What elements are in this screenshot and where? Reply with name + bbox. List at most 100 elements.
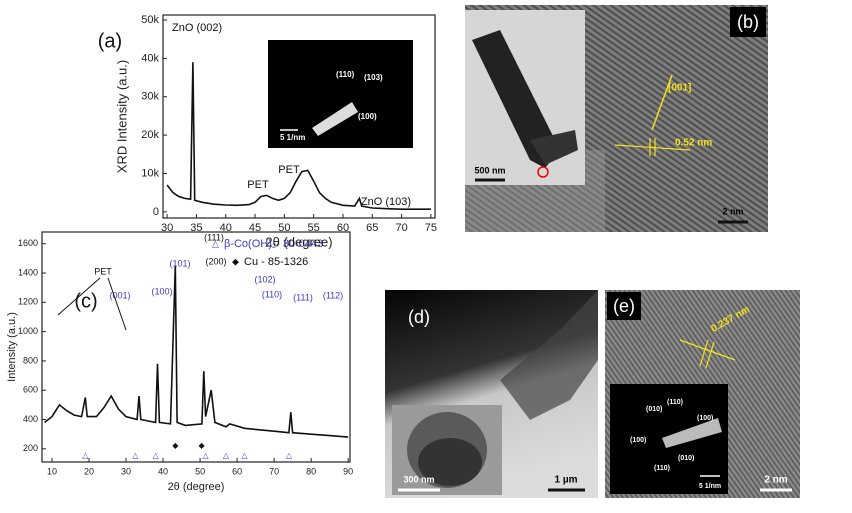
x-tick-label: 30 xyxy=(121,466,131,476)
annotation: PET xyxy=(247,179,269,191)
tem-panel-e: (e) 0.237 nm (010) (110) (100) (100) (11… xyxy=(605,290,800,498)
peak-marker: △ xyxy=(203,451,210,460)
spacing-tick xyxy=(699,339,709,367)
x-tick-label: 20 xyxy=(84,466,94,476)
direction-label: [001] xyxy=(668,83,691,94)
annotation-arrow xyxy=(57,277,101,316)
beam-stop xyxy=(662,418,722,448)
peak-marker: △ xyxy=(153,451,160,460)
particle-edge xyxy=(500,290,598,420)
y-tick-label: 600 xyxy=(23,385,38,395)
y-tick-label: 40k xyxy=(141,52,159,64)
plot-frame xyxy=(41,231,351,463)
y-tick-label: 800 xyxy=(23,355,38,365)
x-tick-label: 40 xyxy=(158,466,168,476)
particle-core xyxy=(418,438,482,486)
x-tick-label: 80 xyxy=(306,466,316,476)
peak-marker: ◆ xyxy=(172,441,179,450)
y-tick-label: 400 xyxy=(23,414,38,424)
saed-label: (100) xyxy=(697,415,713,422)
saed-label: (100) xyxy=(630,437,646,444)
panel-label: (b) xyxy=(737,12,759,32)
tem-panel-b: 500 nm (b) [001] 0.52 nm 2 nm xyxy=(465,5,768,232)
x-tick-label: 65 xyxy=(366,222,378,234)
y-tick-label: 1400 xyxy=(18,267,38,277)
spacing-tick xyxy=(705,341,715,369)
plot-frame xyxy=(162,14,436,219)
saed-inset xyxy=(268,40,413,148)
peak-marker: △ xyxy=(286,451,293,460)
x-tick-label: 55 xyxy=(308,222,320,234)
label-box xyxy=(730,7,766,37)
chart: 200 400 600 800 1000 1200 1400 1600 10 20 30 40 50 60… xyxy=(6,231,353,493)
x-tick-label: 50 xyxy=(195,466,205,476)
legend-label: Cu - 85-1326 xyxy=(244,256,308,268)
legend-label: β-Co(OH)₂- 30-0443 xyxy=(224,238,323,250)
label-box xyxy=(607,292,641,320)
scale-label: 1 µm xyxy=(555,475,578,486)
annotation: (101) xyxy=(169,258,190,268)
y-tick-label: 1000 xyxy=(18,326,38,336)
y-tick-label: 0 xyxy=(153,206,159,218)
scale-label: 300 nm xyxy=(403,474,434,484)
y-tick-label: 10k xyxy=(141,167,159,179)
annotation-arrow xyxy=(107,277,127,331)
peak-marker: △ xyxy=(132,451,139,460)
x-tick-label: 10 xyxy=(47,466,57,476)
scale-label: 5 1/nm xyxy=(280,133,305,142)
x-axis-label: 2θ (degree) xyxy=(265,234,332,249)
annotation: PET xyxy=(278,164,300,176)
y-tick-label: 1200 xyxy=(18,297,38,307)
annotation: (100) xyxy=(151,286,172,296)
annotation: (102) xyxy=(254,274,275,284)
saed-label: (010) xyxy=(646,406,662,413)
peak-marker: △ xyxy=(82,451,89,460)
y-tick-label: 1600 xyxy=(18,238,38,248)
saed-label: (110) xyxy=(654,465,670,472)
panel-label: (c) xyxy=(74,290,97,312)
annotation: PET xyxy=(94,266,112,276)
direction-arrow xyxy=(651,74,673,131)
scale-label: 5 1/nm xyxy=(699,483,721,490)
x-tick-label: 40 xyxy=(220,222,232,234)
x-tick-label: 70 xyxy=(395,222,407,234)
saed-label: (103) xyxy=(364,73,383,82)
annotation: (112) xyxy=(323,290,343,300)
saed-label: (010) xyxy=(678,455,694,462)
chart: 0 10k 20k 30k 40k 50k 30 35 40 45 50 55 60 65 70 75 2θ (… xyxy=(98,14,437,250)
peak-marker: ◆ xyxy=(198,441,205,450)
y-tick-label: 20k xyxy=(141,129,159,141)
y-axis-label: Intensity (a.u.) xyxy=(6,312,18,382)
annotation: ZnO (103) xyxy=(361,196,411,208)
annotation: (110) xyxy=(262,289,282,299)
x-tick-label: 75 xyxy=(425,222,437,234)
x-tick-label: 35 xyxy=(190,222,202,234)
x-axis-label: 2θ (degree) xyxy=(168,481,225,493)
x-tick-label: 90 xyxy=(343,466,353,476)
y-axis-label: XRD Intensity (a.u.) xyxy=(114,60,129,173)
y-tick-label: 200 xyxy=(23,443,38,453)
annotation: ZnO (002) xyxy=(172,22,222,34)
annotation: (001) xyxy=(109,290,130,300)
x-tick-label: 70 xyxy=(269,466,279,476)
peak-marker: △ xyxy=(241,451,248,460)
xrd-curve xyxy=(44,265,349,438)
nanorod xyxy=(472,30,560,168)
spacing-line xyxy=(614,144,691,151)
nanorod xyxy=(530,130,578,165)
saed-label: (110) xyxy=(667,399,683,406)
annotation: (111) xyxy=(293,292,313,302)
x-tick-label: 50 xyxy=(278,222,290,234)
highlight-circle xyxy=(537,166,549,178)
legend-symbol: △ xyxy=(212,238,219,248)
y-tick-label: 50k xyxy=(141,14,159,26)
panel-label: (d) xyxy=(408,307,430,327)
panel-label: (a) xyxy=(98,30,122,52)
legend-symbol: ◆ xyxy=(232,256,239,266)
peak-marker: △ xyxy=(223,451,230,460)
annotation: (111) xyxy=(204,232,224,242)
spacing-label: 0.52 nm xyxy=(675,138,712,149)
scale-label: 2 nm xyxy=(764,475,787,486)
beam-stop xyxy=(312,102,358,136)
